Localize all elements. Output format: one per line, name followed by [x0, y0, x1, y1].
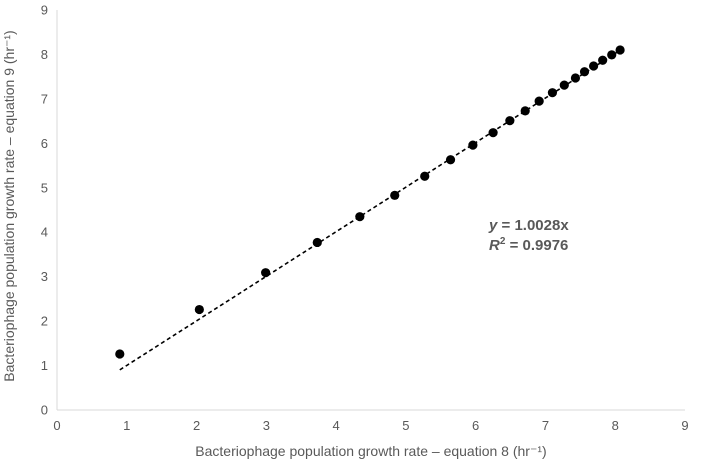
data-point [547, 88, 558, 98]
x-tick-label: 8 [612, 418, 619, 433]
y-tick-label: 1 [41, 358, 48, 373]
data-point [615, 45, 625, 55]
y-tick-label: 6 [41, 136, 48, 151]
x-tick-label: 0 [53, 418, 60, 433]
y-tick-label: 8 [41, 47, 48, 62]
x-tick-label: 3 [263, 418, 270, 433]
y-tick-label: 4 [41, 225, 48, 240]
y-tick-label: 0 [41, 403, 48, 418]
data-point [520, 106, 530, 116]
y-axis-title: Bacteriophage population growth rate – e… [1, 30, 17, 381]
data-point [488, 128, 498, 138]
data-point [598, 55, 608, 65]
data-point [194, 304, 204, 315]
data-point [445, 155, 456, 165]
x-tick-labels: 0 1 2 3 4 5 6 7 8 9 [53, 418, 688, 433]
x-tick-label: 2 [193, 418, 200, 433]
trendline [119, 49, 622, 371]
data-points [115, 45, 625, 359]
x-tick-label: 9 [681, 418, 688, 433]
y-tick-label: 7 [41, 91, 48, 106]
data-point [312, 237, 322, 248]
data-point [261, 268, 271, 278]
y-tick-labels: 0 1 2 3 4 5 6 7 8 9 [41, 3, 48, 418]
x-axis-title: Bacteriophage population growth rate – e… [195, 443, 546, 459]
x-tick-label: 5 [402, 418, 409, 433]
data-point [505, 116, 515, 126]
x-tick-label: 4 [332, 418, 339, 433]
data-point [570, 73, 581, 83]
y-tick-label: 5 [41, 180, 48, 195]
data-point [420, 171, 430, 181]
y-tick-label: 2 [41, 314, 48, 329]
data-point [559, 80, 569, 90]
r-squared-label: R2 = 0.9976 [489, 236, 568, 254]
data-point [588, 61, 599, 71]
data-point [534, 96, 544, 106]
x-tick-label: 7 [542, 418, 549, 433]
y-tick-label: 9 [41, 3, 48, 18]
data-point [579, 67, 590, 77]
x-tick-label: 6 [472, 418, 479, 433]
data-point [115, 349, 125, 359]
x-tick-label: 1 [123, 418, 130, 433]
data-point [468, 140, 478, 150]
data-point [390, 190, 400, 200]
trend-equation: y = 1.0028x [488, 217, 569, 234]
axes-group [56, 10, 685, 411]
y-tick-label: 3 [41, 269, 48, 284]
data-point [607, 50, 617, 60]
data-point [355, 212, 365, 222]
